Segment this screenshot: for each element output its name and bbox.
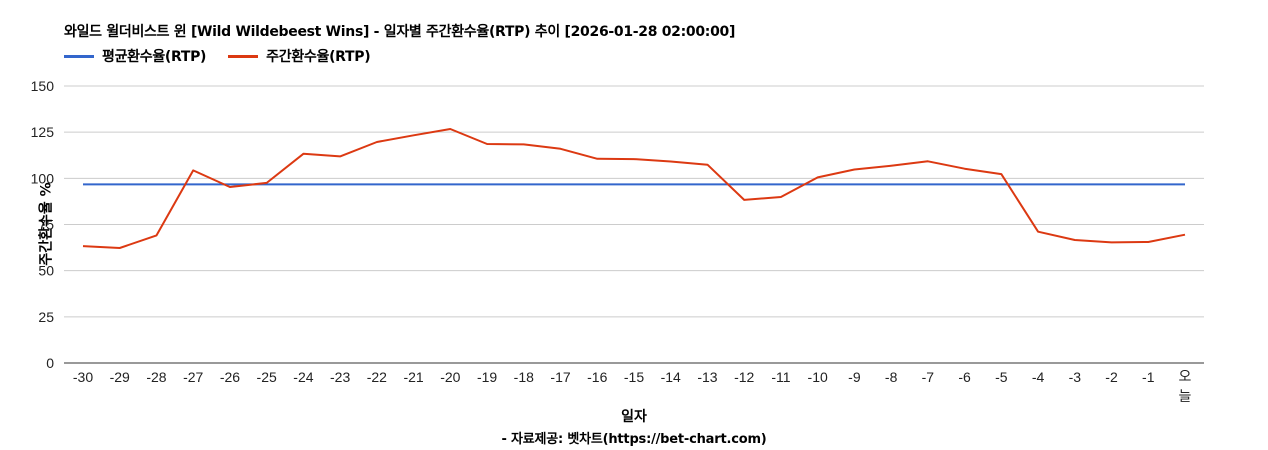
data-source-credit: - 자료제공: 벳차트(https://bet-chart.com) — [501, 432, 767, 447]
x-tick-label: -14 — [661, 369, 681, 385]
x-tick-label: -30 — [73, 369, 93, 385]
x-tick-label: -27 — [183, 369, 203, 385]
y-tick-label: 100 — [31, 170, 55, 186]
x-tick-label: -13 — [697, 369, 717, 385]
y-tick-label: 50 — [38, 263, 54, 279]
legend-label: 평균환수율(RTP) — [102, 49, 207, 65]
x-tick-label: -1 — [1142, 369, 1155, 385]
x-tick-label: -10 — [808, 369, 828, 385]
x-tick-label: -22 — [367, 369, 387, 385]
legend-item-weekly-rtp[interactable]: 주간환수율(RTP) — [228, 46, 371, 66]
x-tick-label: 오 — [1179, 369, 1192, 385]
y-tick-label: 25 — [38, 309, 54, 325]
legend-label: 주간환수율(RTP) — [266, 49, 371, 65]
x-tick-label: -25 — [257, 369, 277, 385]
x-tick-label: -15 — [624, 369, 644, 385]
x-tick-label: -20 — [440, 369, 460, 385]
x-tick-label: -29 — [110, 369, 130, 385]
y-axis-title: 주간환수율 % — [38, 182, 55, 266]
x-tick-label: -12 — [734, 369, 754, 385]
x-tick-label: -2 — [1105, 369, 1118, 385]
x-tick-label: -17 — [550, 369, 570, 385]
x-tick-label: -28 — [146, 369, 166, 385]
x-tick-label: -21 — [403, 369, 423, 385]
legend: 평균환수율(RTP) 주간환수율(RTP) — [64, 46, 392, 66]
x-tick-label: -23 — [330, 369, 350, 385]
x-tick-label: -8 — [885, 369, 898, 385]
x-tick-label: -26 — [220, 369, 240, 385]
legend-item-average-rtp[interactable]: 평균환수율(RTP) — [64, 46, 206, 66]
y-tick-label: 150 — [31, 78, 55, 94]
x-tick-label: -16 — [587, 369, 607, 385]
y-tick-label: 125 — [31, 124, 55, 140]
y-tick-label: 0 — [46, 355, 54, 371]
x-tick-label: -7 — [922, 369, 935, 385]
x-axis-title: 일자 — [621, 409, 647, 425]
x-tick-label: -11 — [771, 369, 790, 385]
x-tick-label: 늘 — [1179, 389, 1192, 405]
legend-swatch-red — [228, 54, 259, 58]
y-tick-label: 75 — [38, 217, 54, 233]
chart-title: 와일드 윌더비스트 윈 [Wild Wildebeest Wins] - 일자별… — [64, 24, 736, 40]
x-tick-label: -4 — [1032, 369, 1045, 385]
x-tick-label: -5 — [995, 369, 1008, 385]
weekly-rtp-line[interactable] — [82, 128, 1186, 249]
x-tick-label: -3 — [1069, 369, 1082, 385]
x-tick-label: -19 — [477, 369, 497, 385]
x-tick-label: -6 — [958, 369, 971, 385]
x-tick-label: -9 — [848, 369, 861, 385]
x-tick-label: -24 — [293, 369, 313, 385]
legend-swatch-blue — [64, 54, 94, 58]
x-tick-label: -18 — [514, 369, 534, 385]
